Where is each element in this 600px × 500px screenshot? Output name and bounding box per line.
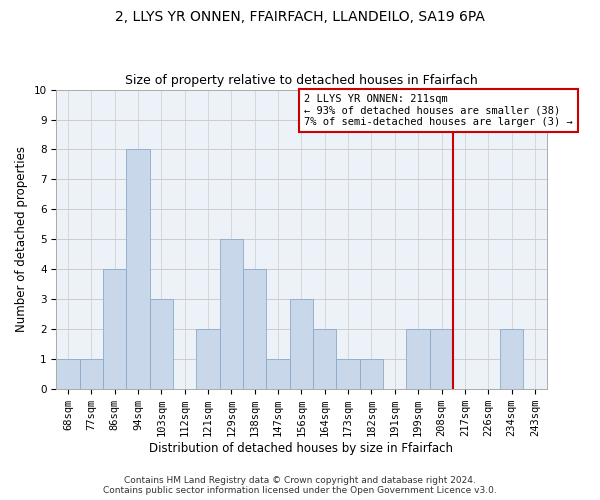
Title: Size of property relative to detached houses in Ffairfach: Size of property relative to detached ho… <box>125 74 478 87</box>
Bar <box>127 150 150 389</box>
Bar <box>337 360 360 389</box>
Bar <box>196 330 220 389</box>
X-axis label: Distribution of detached houses by size in Ffairfach: Distribution of detached houses by size … <box>149 442 454 455</box>
Text: Contains HM Land Registry data © Crown copyright and database right 2024.
Contai: Contains HM Land Registry data © Crown c… <box>103 476 497 495</box>
Text: 2 LLYS YR ONNEN: 211sqm
← 93% of detached houses are smaller (38)
7% of semi-det: 2 LLYS YR ONNEN: 211sqm ← 93% of detache… <box>304 94 572 128</box>
Bar <box>290 300 313 389</box>
Bar <box>243 270 266 389</box>
Text: 2, LLYS YR ONNEN, FFAIRFACH, LLANDEILO, SA19 6PA: 2, LLYS YR ONNEN, FFAIRFACH, LLANDEILO, … <box>115 10 485 24</box>
Bar <box>406 330 430 389</box>
Bar <box>500 330 523 389</box>
Bar <box>266 360 290 389</box>
Bar <box>103 270 127 389</box>
Bar <box>430 330 453 389</box>
Bar <box>150 300 173 389</box>
Bar <box>360 360 383 389</box>
Y-axis label: Number of detached properties: Number of detached properties <box>15 146 28 332</box>
Bar <box>220 240 243 389</box>
Bar <box>313 330 337 389</box>
Bar <box>56 360 80 389</box>
Bar <box>80 360 103 389</box>
